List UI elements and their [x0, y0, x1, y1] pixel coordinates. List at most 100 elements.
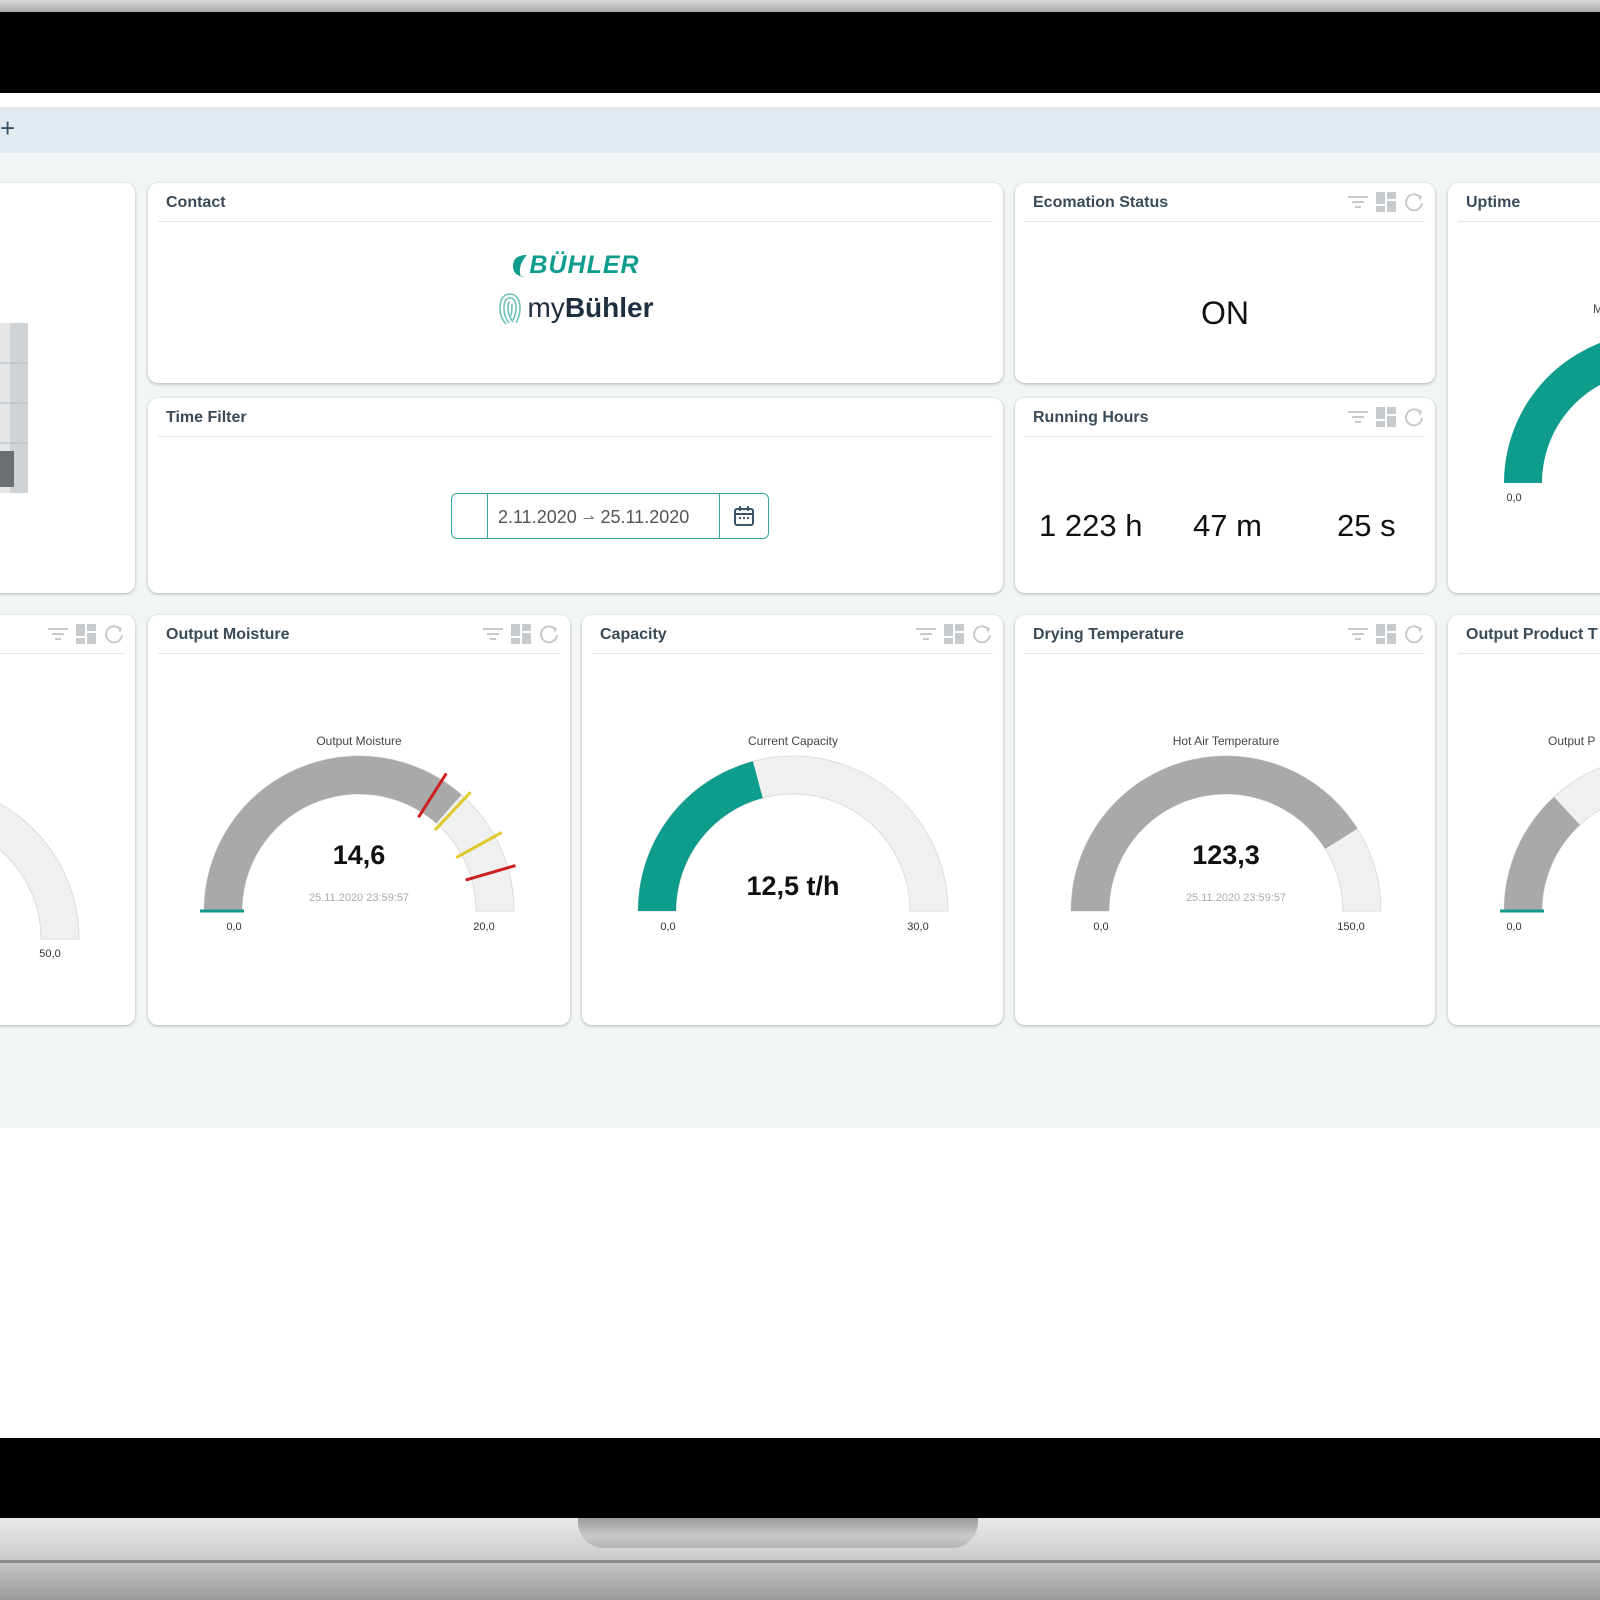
running-hours-minutes: 47 m: [1193, 508, 1262, 543]
gauge-value: 14,6: [333, 840, 386, 870]
grid-icon[interactable]: [1375, 191, 1397, 213]
card-header: Contact: [158, 183, 993, 222]
output-moisture-gauge: Output Moisture 14,6 25.11.2020 23:59:57…: [200, 734, 516, 933]
gauge-timestamp: 25.11.2020 23:59:57: [309, 892, 409, 904]
card-header: Output Product T: [1458, 615, 1600, 654]
card-title: Ecomation Status: [1033, 194, 1169, 211]
card-tools: [1347, 191, 1425, 213]
gauge-threshold-mark-2: [433, 791, 472, 832]
grid-icon[interactable]: [510, 623, 532, 645]
output-product-card: Output Product T Output P 2 0,0: [1448, 615, 1600, 1025]
laptop-opening-notch: [578, 1518, 978, 1548]
date-range-left-segment[interactable]: [452, 494, 488, 538]
machine-image-card: [0, 183, 135, 593]
screen-bezel-top: [0, 12, 1600, 93]
drying-temperature-gauge: Hot Air Temperature 123,3 25.11.2020 23:…: [1070, 734, 1382, 933]
grid-icon[interactable]: [1375, 623, 1397, 645]
arrow-right-icon: ⇀: [582, 510, 595, 526]
gauge-threshold-mark-1: [417, 772, 448, 819]
uptime-gauge-label: M: [1593, 302, 1600, 316]
gauge-min-label: 0,0: [1093, 921, 1108, 933]
gauge-timestamp: 25.11.2020 23:59:57: [1186, 892, 1286, 904]
card-tools: [47, 623, 125, 645]
grid-icon[interactable]: [943, 623, 965, 645]
gauge-label: Current Capacity: [748, 734, 838, 748]
card-tools: [915, 623, 993, 645]
partial-gauge-card: 50,0: [0, 615, 135, 1025]
card-header: Ecomation Status: [1025, 183, 1425, 222]
gauge-fill: [638, 761, 763, 911]
output-product-gauge: Output P 2 0,0: [1500, 734, 1600, 933]
card-header: Uptime: [1458, 183, 1600, 222]
gauge-min-label: 0,0: [226, 921, 241, 933]
ecomation-status-value: ON: [1201, 295, 1249, 331]
calendar-button[interactable]: [719, 494, 768, 538]
card-title: Uptime: [1466, 194, 1521, 211]
filter-icon[interactable]: [915, 623, 937, 645]
card-title: Running Hours: [1033, 409, 1149, 426]
gauge-min-label: 0,0: [660, 921, 675, 933]
card-header: Drying Temperature: [1025, 615, 1425, 654]
card-header: Running Hours: [1025, 398, 1425, 437]
filter-icon[interactable]: [47, 623, 69, 645]
tab-bar: +: [0, 107, 1600, 153]
date-range-text[interactable]: 2.11.2020 ⇀ 25.11.2020: [498, 507, 689, 528]
card-header: Capacity: [592, 615, 993, 654]
grid-icon[interactable]: [1375, 406, 1397, 428]
capacity-gauge: Current Capacity 12,5 t/h 0,0 30,0: [637, 734, 949, 933]
filter-icon[interactable]: [482, 623, 504, 645]
gauge-fill: [204, 756, 462, 911]
card-tools: [1347, 623, 1425, 645]
running-hours-seconds: 25 s: [1337, 508, 1396, 543]
date-range-start[interactable]: 2.11.2020: [498, 507, 577, 527]
card-header: [0, 615, 125, 654]
drying-temperature-card: Drying Temperature Hot Air Temperature 1…: [1015, 615, 1435, 1025]
filter-icon[interactable]: [1347, 623, 1369, 645]
running-hours-card: Running Hours 1 223 h 47 m 25 s: [1015, 398, 1435, 593]
card-header: Output Moisture: [158, 615, 560, 654]
mybuhler-wordmark: myBühler: [497, 290, 654, 326]
gauge-max-label: 50,0: [39, 948, 60, 960]
uptime-gauge: M 0,0: [1504, 302, 1600, 504]
card-title: Time Filter: [166, 409, 247, 426]
ecomation-status-card: Ecomation Status ON: [1015, 183, 1435, 383]
refresh-icon[interactable]: [1403, 191, 1425, 213]
card-tools: [482, 623, 560, 645]
refresh-icon[interactable]: [971, 623, 993, 645]
buhler-brand-text: BÜHLER: [529, 251, 640, 279]
screen-bezel-bottom: [0, 1438, 1600, 1518]
gauge-label: Hot Air Temperature: [1173, 734, 1280, 748]
gauge-max-label: 30,0: [907, 921, 928, 933]
date-range-picker[interactable]: 2.11.2020 ⇀ 25.11.2020: [451, 493, 769, 539]
laptop-base-edge: [0, 1560, 1600, 1563]
uptime-card: Uptime M 0,0: [1448, 183, 1600, 593]
dashboard: Contact BÜHLER: [0, 153, 1600, 1128]
refresh-icon[interactable]: [538, 623, 560, 645]
gauge-label: Output Moisture: [316, 734, 402, 748]
laptop-lid-edge: [0, 0, 1600, 12]
refresh-icon[interactable]: [103, 623, 125, 645]
buhler-logo[interactable]: BÜHLER myBühler: [148, 251, 1003, 331]
logo-buhler-text: Bühler: [564, 291, 654, 323]
time-filter-card: Time Filter 2.11.2020 ⇀ 25.11.2020: [148, 398, 1003, 593]
partial-gauge: 50,0: [0, 803, 80, 960]
gauge-fill: [1071, 756, 1358, 911]
add-tab-button[interactable]: +: [0, 113, 16, 143]
refresh-icon[interactable]: [1403, 623, 1425, 645]
filter-icon[interactable]: [1347, 191, 1369, 213]
refresh-icon[interactable]: [1403, 406, 1425, 428]
date-range-end[interactable]: 25.11.2020: [600, 507, 690, 527]
card-title: Output Product T: [1466, 626, 1598, 643]
uptime-min-label: 0,0: [1506, 492, 1521, 504]
gauge-label: Output P: [1548, 734, 1595, 748]
card-header: Time Filter: [158, 398, 993, 437]
dryer-machine-image: [0, 323, 28, 493]
card-title: Contact: [166, 194, 226, 211]
running-hours-hours: 1 223 h: [1039, 508, 1143, 543]
card-title: Drying Temperature: [1033, 626, 1184, 643]
grid-icon[interactable]: [75, 623, 97, 645]
contact-card: Contact BÜHLER: [148, 183, 1003, 383]
filter-icon[interactable]: [1347, 406, 1369, 428]
gauge-value: 12,5 t/h: [746, 871, 839, 901]
capacity-card: Capacity Current Capacity 12,5 t/h 0,0 3…: [582, 615, 1003, 1025]
